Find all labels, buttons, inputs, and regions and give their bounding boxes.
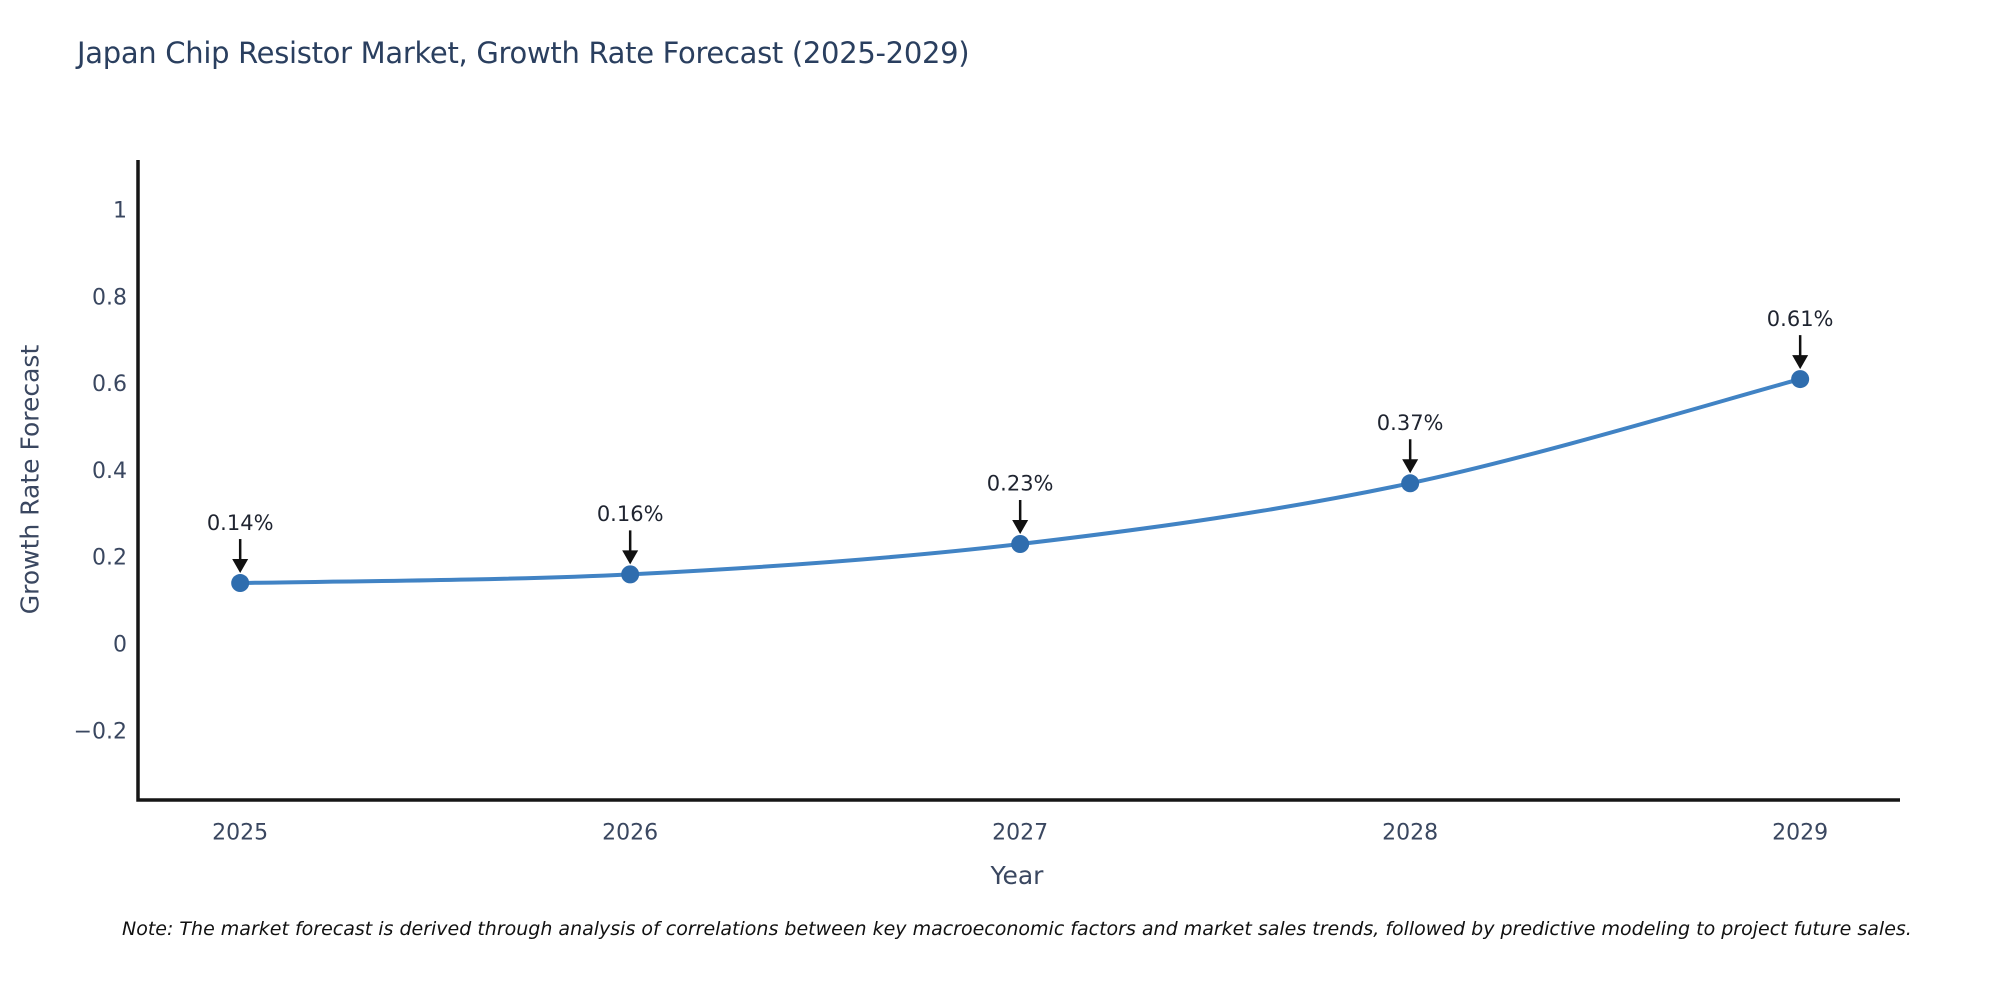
x-tick-label: 2029 <box>1772 821 1828 846</box>
x-tick-label: 2028 <box>1382 821 1438 846</box>
y-tick-label: 1 <box>113 199 127 224</box>
chart-title: Japan Chip Resistor Market, Growth Rate … <box>77 36 970 70</box>
y-tick-label: 0.6 <box>92 372 127 397</box>
x-tick-label: 2025 <box>212 821 268 846</box>
y-tick-label: 0.8 <box>92 285 127 310</box>
x-axis-title: Year <box>990 861 1044 890</box>
x-tick-label: 2027 <box>992 821 1048 846</box>
annotation-arrow-head <box>1792 355 1809 370</box>
data-point-marker[interactable] <box>231 574 250 593</box>
point-value-label: 0.23% <box>987 472 1054 496</box>
axis-spines <box>136 160 1900 802</box>
x-tick-label: 2026 <box>602 821 658 846</box>
annotation-arrow-head <box>622 550 639 565</box>
footnote: Note: The market forecast is derived thr… <box>122 918 1912 940</box>
annotation-arrow-head <box>232 559 249 574</box>
y-axis-title: Growth Rate Forecast <box>15 344 45 615</box>
data-point-marker[interactable] <box>1791 370 1810 389</box>
data-point-marker[interactable] <box>1401 474 1420 493</box>
data-point-marker[interactable] <box>621 565 640 584</box>
data-point-marker[interactable] <box>1011 535 1030 553</box>
point-value-label: 0.16% <box>597 502 664 526</box>
y-tick-label: 0.2 <box>92 546 127 571</box>
y-tick-label: 0 <box>113 632 127 657</box>
y-tick-label: −0.2 <box>74 719 127 744</box>
point-value-label: 0.61% <box>1767 307 1834 331</box>
annotation-arrow-head <box>1012 520 1029 534</box>
y-tick-label: 0.4 <box>92 459 127 484</box>
annotation-arrow-head <box>1402 459 1419 474</box>
point-value-label: 0.14% <box>207 511 274 535</box>
point-value-label: 0.37% <box>1377 411 1444 435</box>
